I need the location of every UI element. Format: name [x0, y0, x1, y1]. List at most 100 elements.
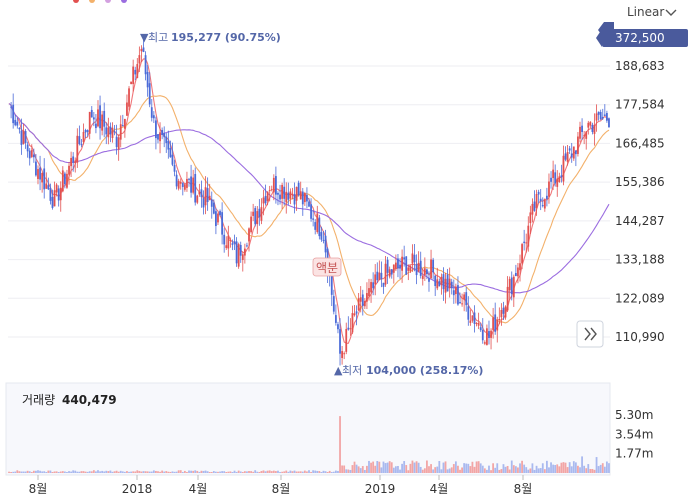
volume-bar — [546, 460, 548, 473]
volume-bar — [419, 466, 422, 473]
volume-bar — [343, 465, 346, 473]
volume-bar — [28, 471, 31, 473]
volume-bar — [196, 470, 199, 473]
volume-bar — [84, 471, 87, 473]
candle-body — [370, 282, 372, 293]
volume-bar — [204, 470, 207, 473]
candle-body — [107, 127, 110, 138]
volume-bar — [225, 472, 228, 473]
volume-bar — [514, 466, 517, 473]
candle-body — [504, 306, 507, 318]
candle-body — [376, 271, 379, 281]
volume-bar — [330, 472, 333, 473]
candle-body — [212, 202, 215, 214]
candle-body — [287, 192, 290, 200]
volume-bar — [492, 463, 495, 473]
volume-bar — [533, 469, 536, 473]
volume-bar — [374, 465, 377, 473]
ma60-line — [8, 103, 610, 294]
volume-bar — [210, 472, 213, 473]
volume-bar — [99, 471, 101, 473]
candle-body — [457, 285, 459, 305]
date-tick-label: 2018 — [122, 482, 153, 496]
candle-body — [341, 351, 343, 359]
volume-bar — [359, 468, 362, 473]
candle-body — [181, 183, 184, 187]
candle-body — [210, 199, 213, 207]
volume-bar — [123, 471, 126, 473]
candle-body — [488, 331, 490, 339]
volume-bar — [407, 470, 410, 473]
candle-body — [237, 244, 240, 267]
candle-body — [440, 276, 443, 285]
volume-bar — [47, 470, 50, 473]
volume-bar — [386, 462, 389, 473]
volume-bar — [496, 463, 499, 473]
volume-bar — [314, 470, 317, 473]
candle-body — [506, 286, 509, 311]
candle-body — [57, 188, 60, 201]
candle-body — [372, 282, 375, 289]
candle-body — [248, 228, 250, 242]
candle-body — [463, 294, 466, 300]
candle-body — [41, 172, 44, 183]
volume-bar — [217, 471, 219, 473]
candle-body — [523, 241, 526, 243]
volume-bar — [334, 470, 337, 473]
candle-body — [123, 118, 126, 129]
candle-body — [301, 191, 304, 205]
volume-bar — [525, 467, 528, 473]
volume-bar — [173, 471, 176, 473]
candle-body — [548, 181, 550, 197]
volume-bar — [465, 463, 468, 473]
volume-bar — [357, 466, 360, 473]
candle-body — [543, 200, 546, 209]
volume-bar — [322, 470, 325, 473]
candle-body — [502, 307, 505, 314]
candle-body — [521, 244, 523, 264]
volume-bar — [477, 461, 480, 473]
candle-body — [558, 176, 561, 183]
volume-bar — [502, 464, 505, 473]
candle-body — [394, 262, 397, 269]
candle-body — [388, 269, 391, 277]
candle-body — [196, 195, 199, 203]
candle-body — [471, 315, 474, 321]
volume-bar — [121, 471, 124, 473]
candle-body — [223, 234, 226, 245]
volume-bar — [436, 466, 439, 473]
volume-tick-label: 1.77m — [615, 447, 653, 461]
volume-bar — [190, 470, 192, 473]
volume-bar — [32, 470, 35, 473]
volume-bar — [405, 465, 408, 473]
candle-body — [579, 126, 581, 139]
volume-bar — [469, 466, 472, 473]
candle-body — [314, 222, 317, 230]
expand-button[interactable] — [576, 320, 604, 348]
candle-body — [566, 151, 569, 162]
candle-body — [74, 160, 77, 163]
volume-bar — [370, 462, 372, 473]
volume-bar — [49, 470, 52, 473]
volume-bar — [256, 471, 259, 473]
candle-body — [217, 213, 219, 223]
candle-body — [366, 293, 368, 302]
volume-bar — [324, 471, 327, 473]
volume-bar — [61, 471, 64, 473]
volume-bar — [601, 463, 604, 473]
volume-bar — [556, 464, 559, 473]
candle-body — [477, 323, 480, 326]
volume-bar — [59, 471, 62, 473]
volume-bar — [165, 471, 168, 473]
volume-bar — [541, 463, 544, 473]
candle-body — [113, 131, 116, 133]
candle-body — [53, 190, 56, 207]
volume-bar — [212, 471, 215, 473]
candle-body — [202, 198, 205, 208]
candle-body — [49, 188, 52, 201]
scale-dropdown[interactable]: Linear — [627, 5, 677, 19]
volume-bar — [293, 470, 296, 473]
volume-bar — [80, 471, 83, 473]
volume-bar — [117, 471, 120, 473]
